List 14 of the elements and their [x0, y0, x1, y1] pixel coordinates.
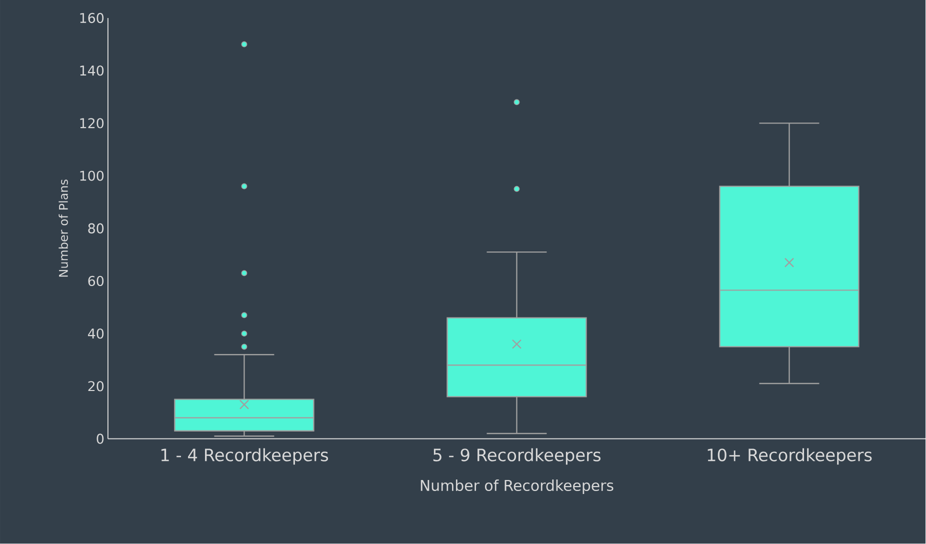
- y-tick-label: 140: [80, 66, 104, 76]
- y-tick-label: 80: [88, 223, 104, 234]
- x-tick-label: 10+ Recordkeepers: [708, 448, 872, 465]
- x-tick-label: 5 - 9 Recordkeepers: [433, 448, 601, 465]
- y-tick-label: 60: [88, 276, 104, 286]
- y-tick-label: 40: [88, 328, 104, 339]
- y-axis-title: Number of Plans: [58, 180, 68, 277]
- y-tick-label: 160: [80, 13, 104, 24]
- y-tick-label: 120: [80, 118, 104, 128]
- x-axis-title: Number of Recordkeepers: [420, 480, 614, 494]
- x-tick-label: 1 - 4 Recordkeepers: [161, 448, 328, 465]
- y-tick-label: 100: [80, 170, 104, 181]
- y-tick-label: 0: [96, 434, 104, 444]
- y-tick-label: 20: [88, 381, 104, 392]
